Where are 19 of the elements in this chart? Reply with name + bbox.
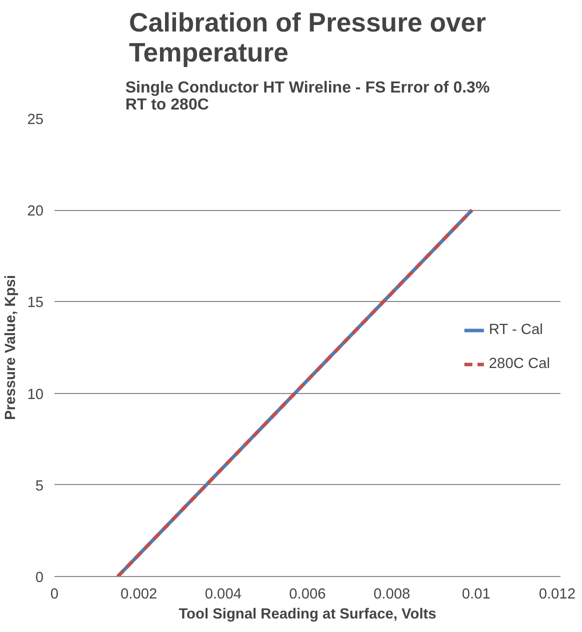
x-tick-label: 0.004 (204, 586, 242, 602)
y-tick-label: 15 (27, 295, 44, 312)
x-tick-label: 0.008 (373, 586, 410, 602)
y-tick-label: 20 (27, 204, 44, 220)
chart-title: Calibration of Pressure over Temperature (128, 8, 486, 68)
y-tick-label: 10 (27, 386, 44, 403)
x-tick-label: 0.01 (462, 586, 490, 602)
x-tick-label: 0 (50, 586, 59, 602)
chart-subtitle: Single Conductor HT Wireline - FS Error of 0.3% RT to 280C (125, 80, 490, 114)
x-tick-label: 0.012 (538, 586, 576, 602)
x-tick-label: 0.002 (120, 586, 158, 602)
y-tick-label: 5 (35, 478, 44, 494)
legend-label: 280C Cal (488, 356, 550, 372)
y-axis-title: Pressure Value, Kpsi (3, 274, 20, 420)
legend-label: RT - Cal (488, 322, 543, 338)
y-tick-label: 25 (27, 112, 44, 128)
y-tick-label: 0 (35, 570, 44, 586)
x-axis-title: Tool Signal Reading at Surface, Volts (178, 606, 436, 622)
x-tick-label: 0.006 (289, 586, 326, 602)
